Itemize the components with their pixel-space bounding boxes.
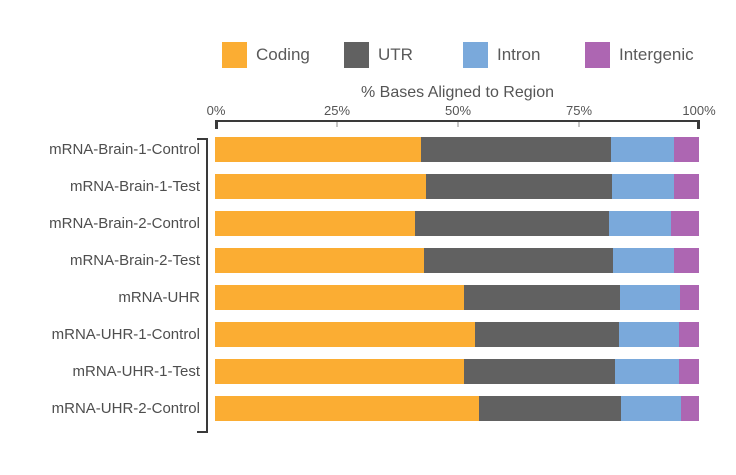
bar-segment-utr[interactable] [423, 248, 613, 273]
bar-segment-intron[interactable] [615, 359, 679, 384]
bar-segment-coding[interactable] [215, 211, 415, 236]
coding-swatch-icon [222, 41, 247, 68]
bar-segment-intergenic[interactable] [678, 359, 699, 384]
chart-row: mRNA-Brain-1-Control [0, 137, 736, 162]
legend-label: Intergenic [619, 44, 694, 64]
stacked-bar[interactable] [215, 359, 699, 384]
row-label: mRNA-Brain-1-Test [69, 178, 200, 195]
bar-segment-coding[interactable] [215, 322, 475, 347]
chart-row: mRNA-UHR [0, 285, 736, 310]
row-label: mRNA-UHR [118, 289, 200, 306]
chart-row: mRNA-UHR-1-Control [0, 322, 736, 347]
bar-segment-utr[interactable] [464, 285, 620, 310]
row-group-bracket [197, 138, 208, 433]
axis-title: % Bases Aligned to Region [360, 84, 554, 101]
bar-segment-intergenic[interactable] [678, 322, 699, 347]
tick-label-50: 50% [444, 103, 472, 118]
stacked-bar[interactable] [215, 137, 699, 162]
x-axis-line [215, 120, 700, 122]
legend-item-utr[interactable]: UTR [344, 41, 413, 68]
stacked-bar[interactable] [215, 285, 699, 310]
tick-label-75: 75% [565, 103, 593, 118]
bar-segment-intergenic[interactable] [674, 174, 699, 199]
chart-row: mRNA-UHR-2-Control [0, 396, 736, 421]
bar-segment-coding[interactable] [215, 137, 421, 162]
utr-swatch-icon [344, 41, 369, 68]
bar-segment-intron[interactable] [612, 248, 675, 273]
intron-swatch-icon [463, 41, 488, 68]
bar-segment-coding[interactable] [215, 174, 426, 199]
legend-item-coding[interactable]: Coding [222, 41, 310, 68]
bar-segment-utr[interactable] [478, 396, 622, 421]
bar-segment-intron[interactable] [619, 285, 680, 310]
axis-end-tick-right [697, 120, 700, 129]
bar-segment-coding[interactable] [215, 359, 465, 384]
row-label: mRNA-Brain-2-Test [69, 252, 200, 269]
row-label: mRNA-UHR-1-Test [72, 363, 201, 380]
stacked-bar[interactable] [215, 322, 699, 347]
bar-segment-coding[interactable] [215, 248, 424, 273]
legend-label: Coding [256, 44, 310, 64]
bar-segment-utr[interactable] [464, 359, 616, 384]
bar-segment-utr[interactable] [474, 322, 620, 347]
legend-label: UTR [378, 44, 413, 64]
row-label: mRNA-UHR-1-Control [51, 326, 200, 343]
bar-segment-intergenic[interactable] [674, 137, 699, 162]
bar-segment-utr[interactable] [425, 174, 612, 199]
bar-segment-intron[interactable] [609, 211, 672, 236]
bar-segment-intergenic[interactable] [679, 285, 699, 310]
bar-segment-intergenic[interactable] [671, 211, 699, 236]
tick-label-100: 100% [682, 103, 716, 118]
chart-row: mRNA-Brain-2-Control [0, 211, 736, 236]
plot-area: mRNA-Brain-1-Control mRNA-Brain-1-Test m… [0, 137, 736, 433]
chart-row: mRNA-Brain-2-Test [0, 248, 736, 273]
stacked-bar[interactable] [215, 174, 699, 199]
bar-segment-intron[interactable] [611, 174, 675, 199]
bar-segment-coding[interactable] [215, 285, 465, 310]
chart-row: mRNA-Brain-1-Test [0, 174, 736, 199]
intergenic-swatch-icon [585, 41, 610, 68]
axis-tick-50 [457, 122, 459, 127]
axis-tick-25 [336, 122, 338, 127]
bar-segment-intergenic[interactable] [674, 248, 699, 273]
bar-segment-utr[interactable] [420, 137, 612, 162]
axis-end-tick-left [215, 120, 218, 129]
legend-item-intron[interactable]: Intron [463, 41, 540, 68]
row-label: mRNA-UHR-2-Control [51, 400, 200, 417]
axis-tick-75 [578, 122, 580, 127]
stacked-bar[interactable] [215, 211, 699, 236]
stacked-bar[interactable] [215, 248, 699, 273]
bar-segment-intergenic[interactable] [680, 396, 699, 421]
legend-label: Intron [497, 44, 541, 64]
bar-segment-coding[interactable] [215, 396, 479, 421]
bar-segment-intron[interactable] [619, 322, 679, 347]
tick-label-0: 0% [206, 103, 226, 118]
stacked-bar[interactable] [215, 396, 699, 421]
chart-row: mRNA-UHR-1-Test [0, 359, 736, 384]
bar-segment-intron[interactable] [611, 137, 675, 162]
row-label: mRNA-Brain-2-Control [49, 215, 200, 232]
bar-segment-utr[interactable] [414, 211, 610, 236]
legend-item-intergenic[interactable]: Intergenic [585, 41, 694, 68]
bar-segment-intron[interactable] [621, 396, 681, 421]
row-label: mRNA-Brain-1-Control [49, 141, 200, 158]
tick-label-25: 25% [323, 103, 351, 118]
